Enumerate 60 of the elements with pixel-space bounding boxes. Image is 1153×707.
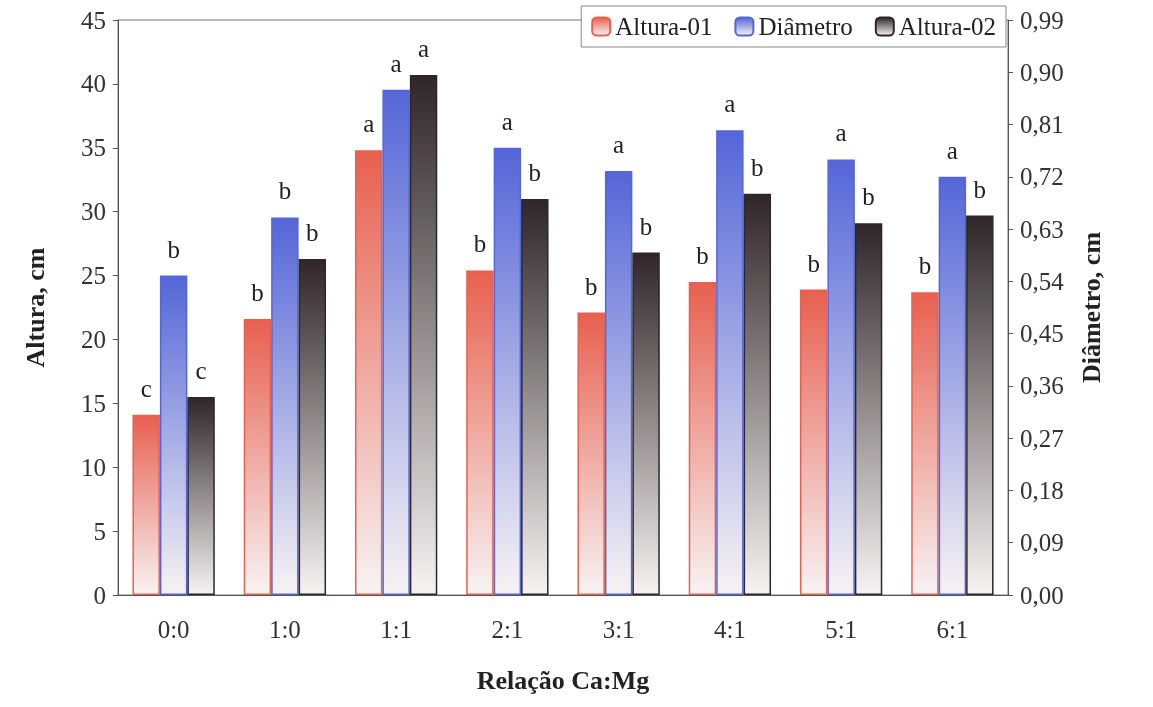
data-label: b	[306, 218, 319, 246]
x-axis-title: Relação Ca:Mg	[476, 665, 650, 695]
y-tick-label: 30	[81, 198, 106, 226]
y2-tick-label: 0,99	[1020, 6, 1064, 34]
y2-tick-label: 0,09	[1020, 529, 1064, 557]
data-label: a	[946, 136, 958, 164]
data-label: b	[584, 272, 598, 300]
y-axis-title: Altura, cm	[20, 247, 50, 368]
x-tick-label: 6:1	[936, 616, 969, 643]
y-tick-label: 35	[81, 134, 106, 162]
data-label: c	[140, 374, 152, 402]
data-label: b	[807, 249, 820, 277]
legend-label: Altura-02	[898, 13, 997, 40]
x-tick-label: 4:1	[713, 616, 746, 643]
data-label: a	[418, 34, 430, 62]
legend-label: Altura-01	[615, 13, 713, 40]
data-label: a	[613, 131, 625, 159]
y-tick-label: 0	[93, 581, 106, 609]
data-label: b	[918, 252, 932, 280]
y2-tick-label: 0,45	[1020, 320, 1064, 348]
data-label: b	[639, 212, 653, 240]
x-tick-label: 3:1	[602, 616, 635, 643]
data-label: a	[363, 110, 375, 138]
x-tick-label: 5:1	[825, 616, 858, 643]
data-label: a	[724, 90, 736, 118]
data-label: b	[862, 183, 875, 211]
y-tick-label: 25	[81, 262, 106, 290]
y2-tick-label: 0,00	[1020, 581, 1064, 609]
y-tick-label: 15	[81, 389, 106, 417]
y-tick-label: 20	[81, 325, 106, 353]
data-label: a	[390, 49, 402, 77]
data-label: b	[167, 235, 180, 263]
legend-label: Diâmetro	[758, 13, 853, 40]
y-tick-label: 45	[81, 6, 106, 34]
y-tick-label: 10	[81, 453, 106, 481]
data-label: b	[251, 279, 264, 306]
y-tick-label: 40	[81, 70, 106, 98]
data-label: b	[751, 153, 764, 181]
data-label: a	[501, 107, 513, 135]
data-label: a	[835, 119, 847, 147]
x-tick-label: 2:1	[491, 616, 524, 643]
data-label: b	[528, 158, 542, 186]
data-label: b	[473, 230, 487, 258]
x-tick-label: 0:0	[157, 616, 190, 643]
data-label: c	[195, 356, 207, 384]
x-tick-label: 1:0	[268, 616, 301, 643]
y2-axis-title: Diâmetro, cm	[1076, 231, 1106, 384]
y2-tick-label: 0,63	[1020, 215, 1064, 243]
y2-tick-label: 0,36	[1020, 372, 1064, 400]
data-label: b	[696, 241, 709, 269]
data-label: b	[973, 175, 987, 203]
y2-tick-label: 0,18	[1020, 476, 1064, 504]
y2-tick-label: 0,54	[1020, 267, 1065, 295]
x-tick-label: 1:1	[380, 616, 413, 643]
y2-tick-label: 0,90	[1020, 58, 1064, 86]
y2-tick-label: 0,27	[1020, 424, 1064, 452]
y2-tick-label: 0,72	[1020, 163, 1064, 191]
data-label: b	[278, 177, 292, 205]
y2-tick-label: 0,81	[1020, 111, 1064, 139]
y-tick-label: 5	[93, 517, 106, 545]
